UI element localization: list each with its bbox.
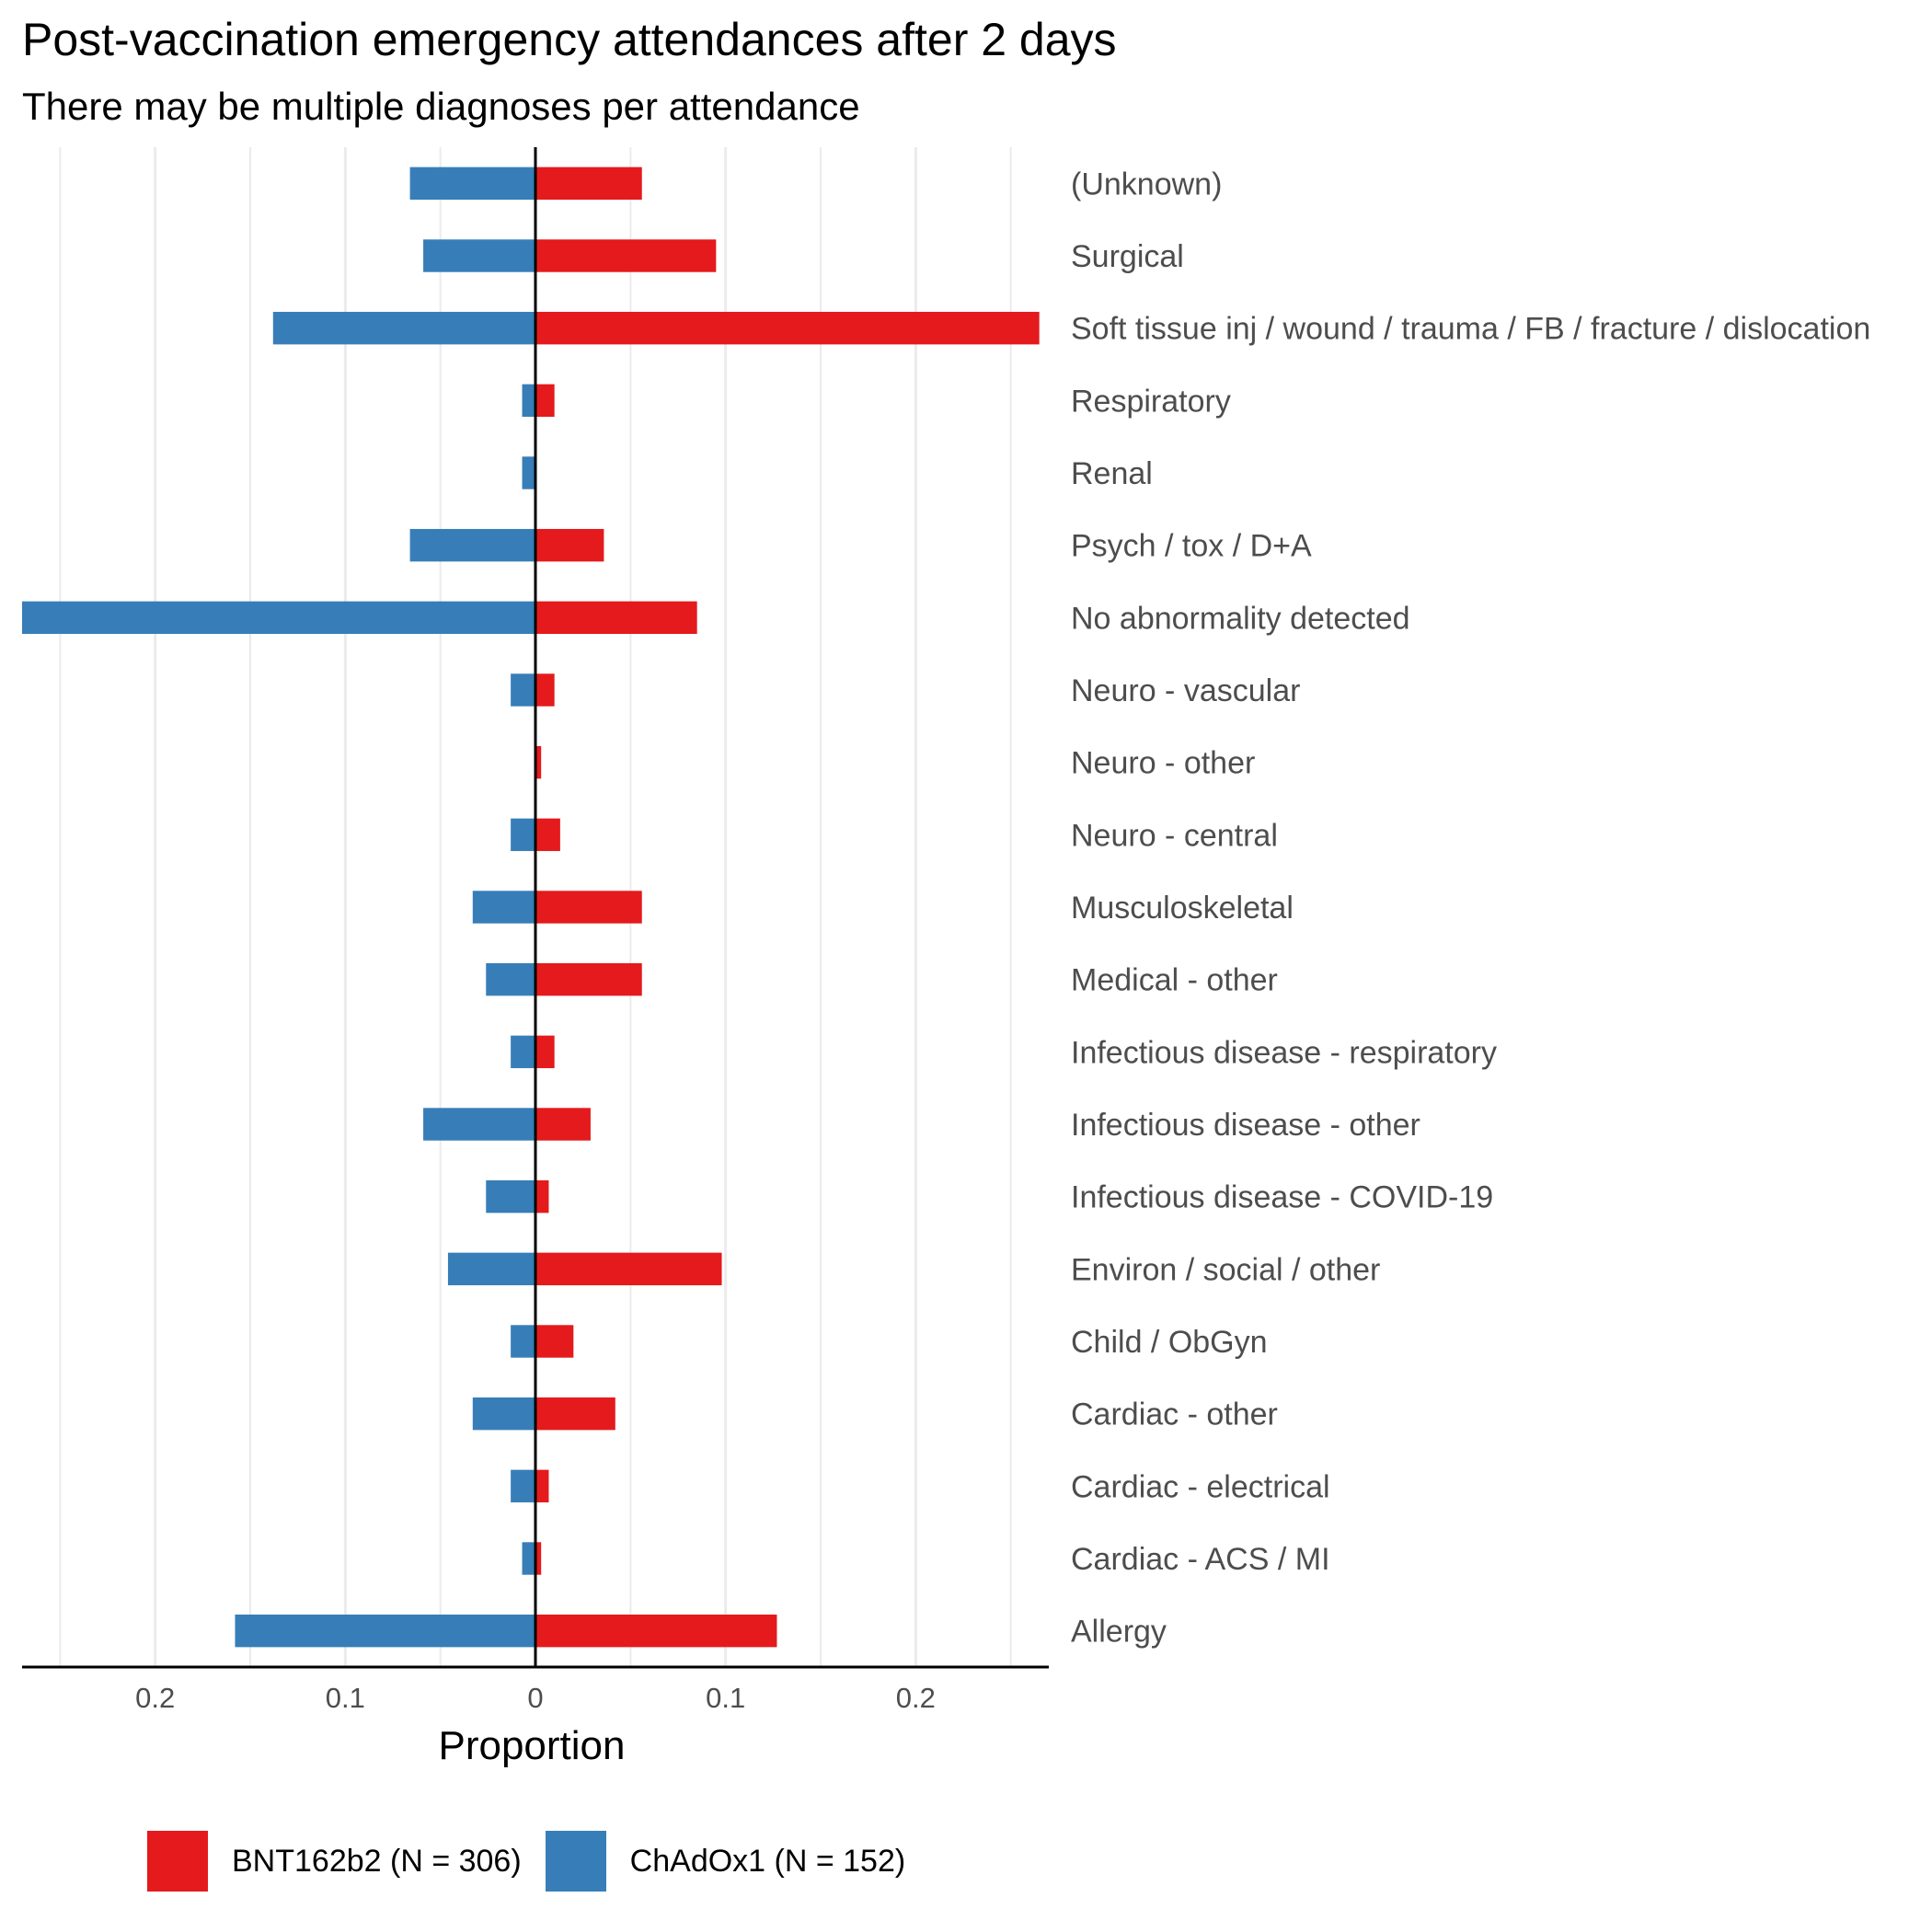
bar-chadox1-allergy bbox=[235, 1614, 535, 1648]
category-label-neuro-vascular: Neuro - vascular bbox=[1071, 673, 1300, 708]
bar-chadox1-infectious-disease-other bbox=[423, 1108, 535, 1141]
bar-bnt162b2-neuro-vascular bbox=[535, 673, 555, 707]
bar-bnt162b2-cardiac-acs-mi bbox=[535, 1542, 542, 1575]
x-tick-labels: 0.2 0.1 0 0.1 0.2 bbox=[135, 1682, 936, 1714]
legend-swatch-blue bbox=[545, 1831, 606, 1892]
bar-bnt162b2-neuro-other bbox=[535, 745, 542, 779]
bar-bnt162b2-infectious-disease-other bbox=[535, 1108, 591, 1141]
bars bbox=[22, 167, 1040, 1648]
grid-lines bbox=[59, 147, 1012, 1667]
category-label-surgical: Surgical bbox=[1071, 239, 1184, 274]
bar-bnt162b2-child-obgyn bbox=[535, 1325, 574, 1358]
legend-label: BNT162b2 (N = 306) bbox=[232, 1843, 522, 1879]
category-label-musculoskeletal: Musculoskeletal bbox=[1071, 891, 1294, 926]
category-label-soft-tissue-inj-wound-trauma-fb-fracture-dislocation: Soft tissue inj / wound / trauma / FB / … bbox=[1071, 312, 1870, 347]
bar-bnt162b2-musculoskeletal bbox=[535, 891, 642, 924]
legend: BNT162b2 (N = 306) ChAdOx1 (N = 152) bbox=[147, 1831, 929, 1892]
legend-swatch-red bbox=[147, 1831, 208, 1892]
bar-bnt162b2-cardiac-other bbox=[535, 1397, 615, 1431]
bar-chart: (Unknown) Surgical Soft tissue inj / wound… bbox=[22, 147, 1870, 1768]
bar-bnt162b2-infectious-disease-respiratory bbox=[535, 1035, 555, 1069]
bar-chadox1-cardiac-electrical bbox=[511, 1469, 535, 1503]
category-label-cardiac-other: Cardiac - other bbox=[1071, 1397, 1278, 1432]
x-tick-label: 0.1 bbox=[706, 1682, 745, 1714]
category-label-child-obgyn: Child / ObGyn bbox=[1071, 1325, 1268, 1360]
category-label-neuro-central: Neuro - central bbox=[1071, 818, 1278, 853]
bar-bnt162b2-environ-social-other bbox=[535, 1252, 722, 1286]
x-tick-label: 0.2 bbox=[135, 1682, 175, 1714]
category-label-environ-social-other: Environ / social / other bbox=[1071, 1252, 1380, 1287]
bar-chadox1-renal bbox=[522, 456, 535, 489]
bar-chadox1-child-obgyn bbox=[511, 1325, 535, 1358]
bar-chadox1-musculoskeletal bbox=[472, 891, 535, 924]
bar-bnt162b2-medical-other bbox=[535, 962, 642, 996]
legend-item-bnt162b2: BNT162b2 (N = 306) bbox=[147, 1831, 522, 1892]
bar-chadox1-surgical bbox=[423, 239, 535, 272]
bar-chadox1-respiratory bbox=[522, 384, 535, 418]
bar-bnt162b2-psych-tox-d-a bbox=[535, 528, 604, 562]
bar-bnt162b2-unknown bbox=[535, 167, 642, 201]
bar-chadox1-cardiac-acs-mi bbox=[522, 1542, 535, 1575]
bar-chadox1-psych-tox-d-a bbox=[409, 528, 535, 562]
bar-bnt162b2-no-abnormality-detected bbox=[535, 601, 697, 635]
bar-chadox1-neuro-vascular bbox=[511, 673, 535, 707]
category-label-infectious-disease-other: Infectious disease - other bbox=[1071, 1108, 1420, 1143]
legend-label: ChAdOx1 (N = 152) bbox=[629, 1843, 906, 1879]
bar-bnt162b2-respiratory bbox=[535, 384, 555, 418]
x-tick-label: 0.2 bbox=[896, 1682, 936, 1714]
bar-bnt162b2-infectious-disease-covid-19 bbox=[535, 1179, 549, 1213]
category-label-renal: Renal bbox=[1071, 456, 1153, 491]
category-label-cardiac-electrical: Cardiac - electrical bbox=[1071, 1469, 1330, 1504]
category-label-infectious-disease-respiratory: Infectious disease - respiratory bbox=[1071, 1035, 1497, 1070]
bar-bnt162b2-soft-tissue-inj-wound-trauma-fb-fracture-dislocation bbox=[535, 311, 1040, 345]
category-label-allergy: Allergy bbox=[1071, 1615, 1167, 1650]
x-tick-label: 0 bbox=[527, 1682, 543, 1714]
bar-chadox1-infectious-disease-respiratory bbox=[511, 1035, 535, 1069]
x-tick-label: 0.1 bbox=[326, 1682, 365, 1714]
bar-chadox1-environ-social-other bbox=[447, 1252, 535, 1286]
x-axis-title: Proportion bbox=[438, 1723, 625, 1768]
bar-chadox1-soft-tissue-inj-wound-trauma-fb-fracture-dislocation bbox=[272, 311, 535, 345]
chart-subtitle: There may be multiple diagnoses per atte… bbox=[22, 85, 860, 128]
category-label-respiratory: Respiratory bbox=[1071, 384, 1231, 419]
bar-chadox1-unknown bbox=[409, 167, 535, 201]
bar-chadox1-no-abnormality-detected bbox=[22, 601, 535, 635]
legend-item-chadox1: ChAdOx1 (N = 152) bbox=[545, 1831, 906, 1892]
category-label-cardiac-acs-mi: Cardiac - ACS / MI bbox=[1071, 1542, 1330, 1577]
bar-bnt162b2-neuro-central bbox=[535, 818, 560, 852]
bar-chadox1-infectious-disease-covid-19 bbox=[486, 1179, 535, 1213]
category-label-no-abnormality-detected: No abnormality detected bbox=[1071, 601, 1410, 636]
category-label-infectious-disease-covid-19: Infectious disease - COVID-19 bbox=[1071, 1180, 1493, 1215]
category-label-neuro-other: Neuro - other bbox=[1071, 746, 1255, 781]
bar-chadox1-medical-other bbox=[486, 962, 535, 996]
bar-chadox1-cardiac-other bbox=[472, 1397, 535, 1431]
bar-chadox1-neuro-central bbox=[511, 818, 535, 852]
bar-bnt162b2-cardiac-electrical bbox=[535, 1469, 549, 1503]
category-label-medical-other: Medical - other bbox=[1071, 963, 1278, 998]
category-label-unknown: (Unknown) bbox=[1071, 167, 1222, 201]
category-label-psych-tox-d-a: Psych / tox / D+A bbox=[1071, 529, 1312, 564]
chart-title: Post-vaccination emergency attendances a… bbox=[22, 14, 1117, 65]
bar-bnt162b2-allergy bbox=[535, 1614, 777, 1648]
category-labels: (Unknown) Surgical Soft tissue inj / wound… bbox=[1071, 167, 1870, 1649]
bar-bnt162b2-surgical bbox=[535, 239, 717, 272]
